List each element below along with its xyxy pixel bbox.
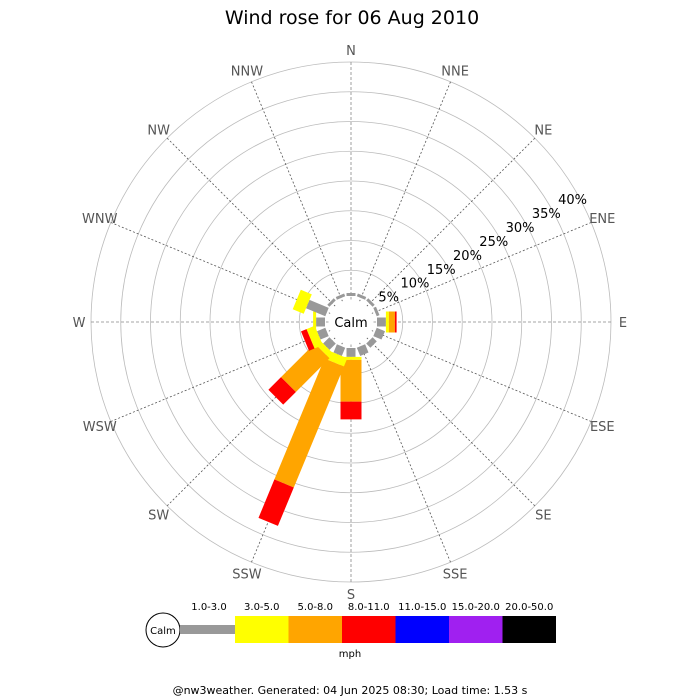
bar-sw-1.0-3.0 (323, 337, 336, 350)
radial-tick-label: 10% (401, 277, 430, 292)
bar-se-1.0-3.0 (366, 337, 377, 348)
direction-label-ne: NE (534, 124, 552, 139)
direction-label-se: SE (535, 508, 551, 523)
direction-label-nne: NNE (441, 65, 469, 80)
bar-ssw-8.0-11.0 (258, 479, 294, 526)
chart-title: Wind rose for 06 Aug 2010 (225, 7, 479, 29)
legend-label-3.0-5.0: 3.0-5.0 (244, 602, 279, 613)
bar-w-1.0-3.0 (316, 317, 325, 327)
bar-s-8.0-11.0 (340, 401, 362, 420)
bar-wsw-1.0-3.0 (317, 327, 329, 340)
direction-label-n: N (346, 44, 356, 59)
bar-wnw-3.0-5.0 (292, 289, 312, 314)
legend-label-20.0-50.0: 20.0-50.0 (505, 602, 553, 613)
legend-swatch-8.0-11.0 (342, 616, 396, 643)
direction-label-s: S (347, 588, 355, 603)
bar-sw-8.0-11.0 (268, 377, 296, 405)
bar-e-8.0-11.0 (394, 311, 397, 333)
direction-label-e: E (619, 316, 627, 331)
bar-s-1.0-3.0 (346, 348, 356, 357)
bar-n-1.0-3.0 (346, 293, 356, 296)
bar-e-3.0-5.0 (385, 311, 389, 333)
legend-label-5.0-8.0: 5.0-8.0 (298, 602, 333, 613)
legend-swatch-5.0-8.0 (288, 616, 342, 643)
bar-e-1.0-3.0 (377, 317, 386, 327)
speed-legend: Calm 1.0-3.0 3.0-5.0 5.0-8.0 8.0-11.0 11.0-1… (145, 602, 556, 660)
radial-tick-label: 20% (453, 249, 482, 264)
radial-tick-label: 30% (506, 221, 535, 236)
bar-ssw-1.0-3.0 (333, 344, 346, 356)
bar-wsw-8.0-11.0 (301, 329, 315, 351)
legend-swatch-1.0-3.0 (180, 625, 235, 634)
legend-label-11.0-15.0: 11.0-15.0 (398, 602, 446, 613)
direction-label-wsw: WSW (83, 420, 117, 435)
legend-swatch-20.0-50.0 (502, 616, 556, 643)
radial-tick-label: 5% (378, 291, 399, 306)
wind-bars (258, 289, 397, 526)
calm-circle (328, 299, 374, 345)
legend-label-15.0-20.0: 15.0-20.0 (452, 602, 500, 613)
direction-labels: N NNE NE ENE E ESE SE SSE S SSW SW WSW W WNW NW NNW (73, 44, 628, 603)
bar-nne-1.0-3.0 (356, 293, 367, 300)
legend-swatch-15.0-20.0 (449, 616, 503, 643)
grid-ring (150, 121, 552, 523)
legend-swatch-3.0-5.0 (235, 616, 289, 643)
legend-swatch-11.0-15.0 (395, 616, 449, 643)
bar-ene-1.0-3.0 (373, 306, 380, 317)
calm-label: Calm (334, 316, 367, 331)
direction-label-nw: NW (147, 124, 170, 139)
bar-wsw-3.0-5.0 (306, 325, 323, 349)
grid-ring (239, 210, 463, 434)
bar-ese-1.0-3.0 (373, 327, 385, 340)
legend-calm-label: Calm (150, 626, 176, 637)
direction-label-sw: SW (148, 508, 169, 523)
direction-label-w: W (73, 316, 86, 331)
bar-s-5.0-8.0 (340, 359, 362, 402)
radial-tick-labels: 5%10%15%20%25%30%35%40% (378, 193, 587, 306)
grid-ring (179, 150, 523, 494)
bar-ssw-5.0-8.0 (274, 358, 344, 488)
footer-text: @nw3weather. Generated: 04 Jun 2025 08:3… (173, 684, 528, 697)
bar-sse-1.0-3.0 (356, 344, 369, 356)
grid-ring (120, 91, 582, 553)
polar-grid (90, 61, 612, 583)
direction-label-ssw: SSW (232, 567, 262, 582)
bar-e-5.0-8.0 (388, 311, 395, 333)
bar-nw-1.0-3.0 (327, 298, 336, 307)
direction-label-wnw: WNW (82, 212, 118, 227)
legend-unit: mph (339, 649, 361, 660)
legend-label-8.0-11.0: 8.0-11.0 (348, 602, 390, 613)
direction-label-ene: ENE (589, 212, 615, 227)
radial-tick-label: 40% (558, 193, 587, 208)
bar-w-3.0-5.0 (313, 311, 317, 333)
direction-label-sse: SSE (443, 567, 468, 582)
bar-nnw-1.0-3.0 (335, 293, 346, 300)
calm-center: Calm (328, 299, 374, 345)
bar-wnw-1.0-3.0 (306, 299, 329, 317)
grid-ring (209, 180, 493, 464)
bar-sw-5.0-8.0 (281, 343, 330, 392)
radial-tick-label: 15% (427, 263, 456, 278)
legend-label-1.0-3.0: 1.0-3.0 (191, 602, 226, 613)
radial-tick-label: 25% (479, 235, 508, 250)
bar-ne-1.0-3.0 (366, 298, 375, 307)
direction-label-nnw: NNW (231, 65, 263, 80)
radial-tick-label: 35% (532, 207, 561, 222)
direction-label-ese: ESE (590, 420, 615, 435)
